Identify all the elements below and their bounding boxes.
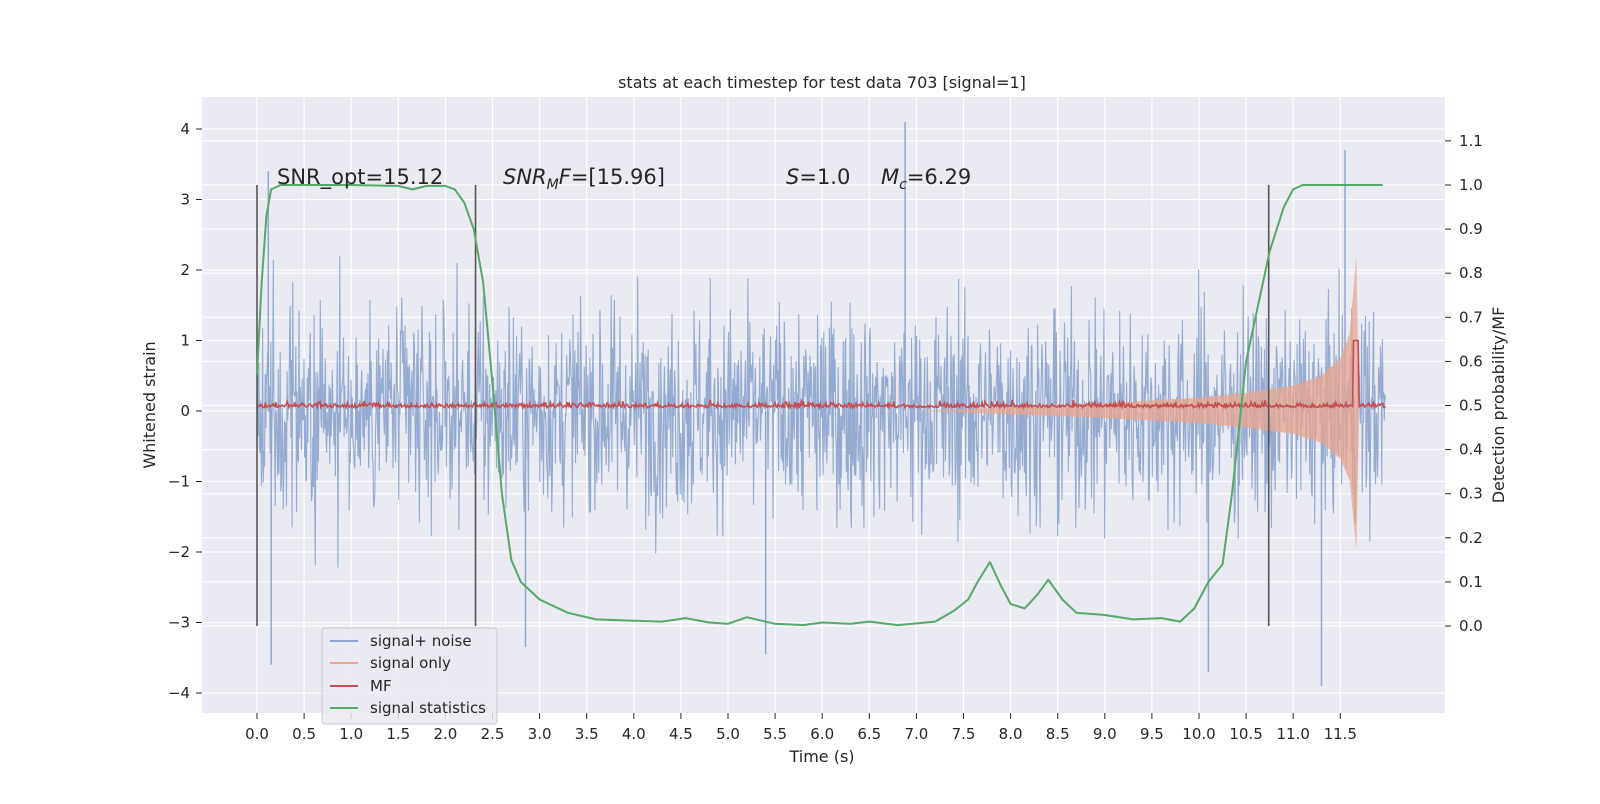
y-tick-label: −4	[168, 684, 190, 702]
x-tick-label: 11.5	[1324, 725, 1357, 743]
legend-box	[321, 627, 498, 725]
x-tick-label: 8.0	[999, 725, 1023, 743]
y2-tick-label: 0.9	[1459, 220, 1483, 238]
y2-tick-label: 0.2	[1459, 529, 1483, 547]
annotation-s: S=1.0	[786, 165, 850, 189]
mf-trace	[256, 339, 1386, 411]
y-axis-label: Whitened strain	[140, 341, 159, 468]
ticks: 0.0 0.5 1.0 1.5 2.0 2.5 3.0 3.5 4.0 4.5 5.0 5.5 6.0 6…	[168, 120, 1483, 743]
y2-tick-label: 0.5	[1459, 397, 1483, 415]
signal-envelope	[916, 255, 1360, 551]
annotation-snr-mf: SNRMF=[15.96]	[503, 165, 665, 193]
y2-tick-label: 0.3	[1459, 485, 1483, 503]
x-tick-label: 3.5	[575, 725, 599, 743]
y2-tick-label: 0.4	[1459, 441, 1483, 459]
x-tick-label: 1.5	[386, 725, 410, 743]
x-tick-label: 9.5	[1140, 725, 1164, 743]
y-tick-label: 2	[180, 261, 190, 279]
y-tick-label: −2	[168, 543, 190, 561]
y2-tick-label: 1.0	[1459, 176, 1483, 194]
y-tick-label: 4	[180, 120, 190, 138]
legend-label-signal-statistics: signal statistics	[370, 699, 486, 717]
x-tick-label: 5.0	[716, 725, 740, 743]
x-tick-label: 11.0	[1276, 725, 1309, 743]
y-tick-label: −1	[168, 473, 190, 491]
x-tick-label: 2.0	[433, 725, 457, 743]
legend-label-signal-only: signal only	[370, 654, 451, 672]
x-tick-label: 4.0	[622, 725, 646, 743]
x-tick-label: 4.5	[669, 725, 693, 743]
x-tick-label: 10.5	[1229, 725, 1262, 743]
x-tick-label: 0.5	[292, 725, 316, 743]
y-tick-label: −3	[168, 614, 190, 632]
x-tick-label: 6.0	[810, 725, 834, 743]
series-signal-noise	[256, 121, 1387, 686]
y2-tick-label: 0.1	[1459, 573, 1483, 591]
x-tick-label: 10.0	[1182, 725, 1215, 743]
x-tick-label: 0.0	[245, 725, 269, 743]
y-tick-label: 1	[180, 332, 190, 350]
series-signal-only	[916, 255, 1360, 551]
y2-tick-label: 0.6	[1459, 352, 1483, 370]
x-tick-label: 8.5	[1046, 725, 1070, 743]
y2-tick-label: 0.7	[1459, 308, 1483, 326]
annotation-snr-opt: SNR_opt=15.12	[277, 165, 443, 190]
x-tick-label: 7.5	[952, 725, 976, 743]
y-tick-label: 3	[180, 191, 190, 209]
legend: signal+ noise signal only MF signal stat…	[321, 627, 498, 725]
x-tick-label: 6.5	[857, 725, 881, 743]
x-tick-label: 3.0	[528, 725, 552, 743]
series-signal-statistics	[256, 184, 1383, 627]
x-tick-label: 1.0	[339, 725, 363, 743]
y-tick-label: 0	[180, 402, 190, 420]
x-tick-label: 5.5	[763, 725, 787, 743]
chart-title: stats at each timestep for test data 703…	[618, 73, 1026, 92]
x-tick-label: 2.5	[481, 725, 505, 743]
legend-label-signal-noise: signal+ noise	[370, 632, 472, 650]
y2-tick-label: 1.1	[1459, 132, 1483, 150]
y2-tick-label: 0.8	[1459, 264, 1483, 282]
series-mf	[256, 339, 1386, 411]
signal-statistics-line	[256, 184, 1383, 627]
x-tick-label: 7.0	[904, 725, 928, 743]
legend-label-mf: MF	[370, 677, 392, 695]
y2-tick-label: 0.0	[1459, 617, 1483, 635]
annotation-mc: Mc=6.29	[881, 165, 971, 193]
x-axis-label: Time (s)	[788, 747, 854, 766]
x-tick-label: 9.0	[1093, 725, 1117, 743]
y2-axis-label: Detection probability/MF	[1489, 307, 1508, 504]
